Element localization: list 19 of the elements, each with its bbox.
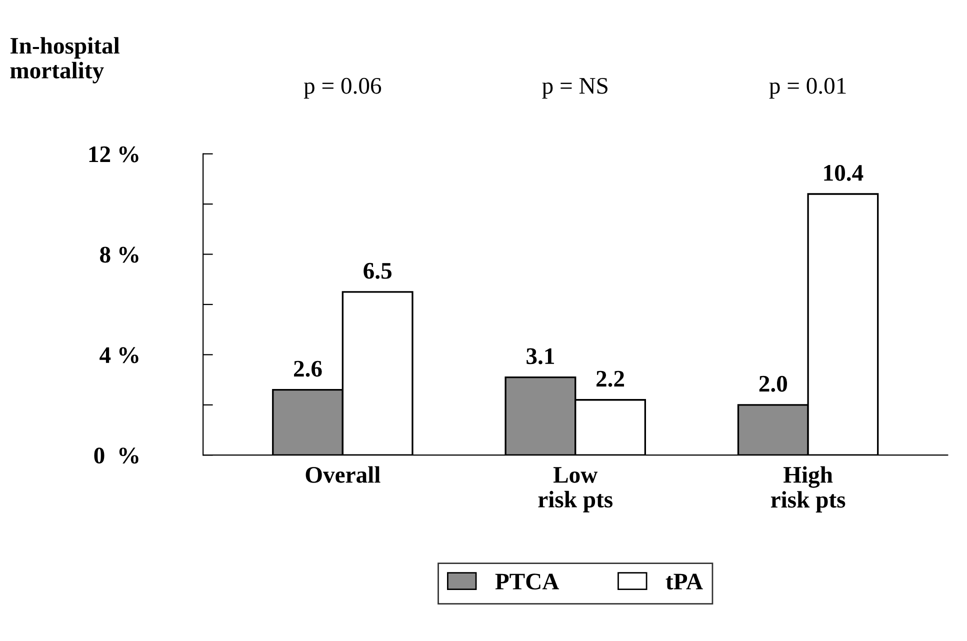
data-label: 6.5 [364, 262, 392, 279]
text: p = 0.06 [304, 78, 382, 99]
x-tick-label: Low risk pts [538, 467, 613, 512]
text: p = NS [542, 78, 608, 99]
legend-label: tPA [666, 574, 703, 590]
data-label: 3.1 [526, 348, 554, 364]
y-tick-label: 8 % [100, 246, 138, 263]
y-axis-title: In-hospital mortality [10, 37, 120, 84]
x-tick-label: High risk pts [770, 466, 846, 513]
y-tick-label: 0 % [94, 448, 138, 464]
text: p = 0.01 [769, 78, 846, 99]
data-label: 2.6 [294, 360, 322, 377]
legend-label: PTCA [495, 574, 560, 590]
data-label: 2.0 [759, 376, 788, 392]
y-tick-label: 12 % [89, 146, 138, 162]
y-tick-label: 4 % [100, 347, 138, 364]
x-tick-label: Overall [306, 466, 380, 483]
data-label: 2.2 [596, 370, 624, 387]
data-label: 10.4 [824, 164, 864, 181]
